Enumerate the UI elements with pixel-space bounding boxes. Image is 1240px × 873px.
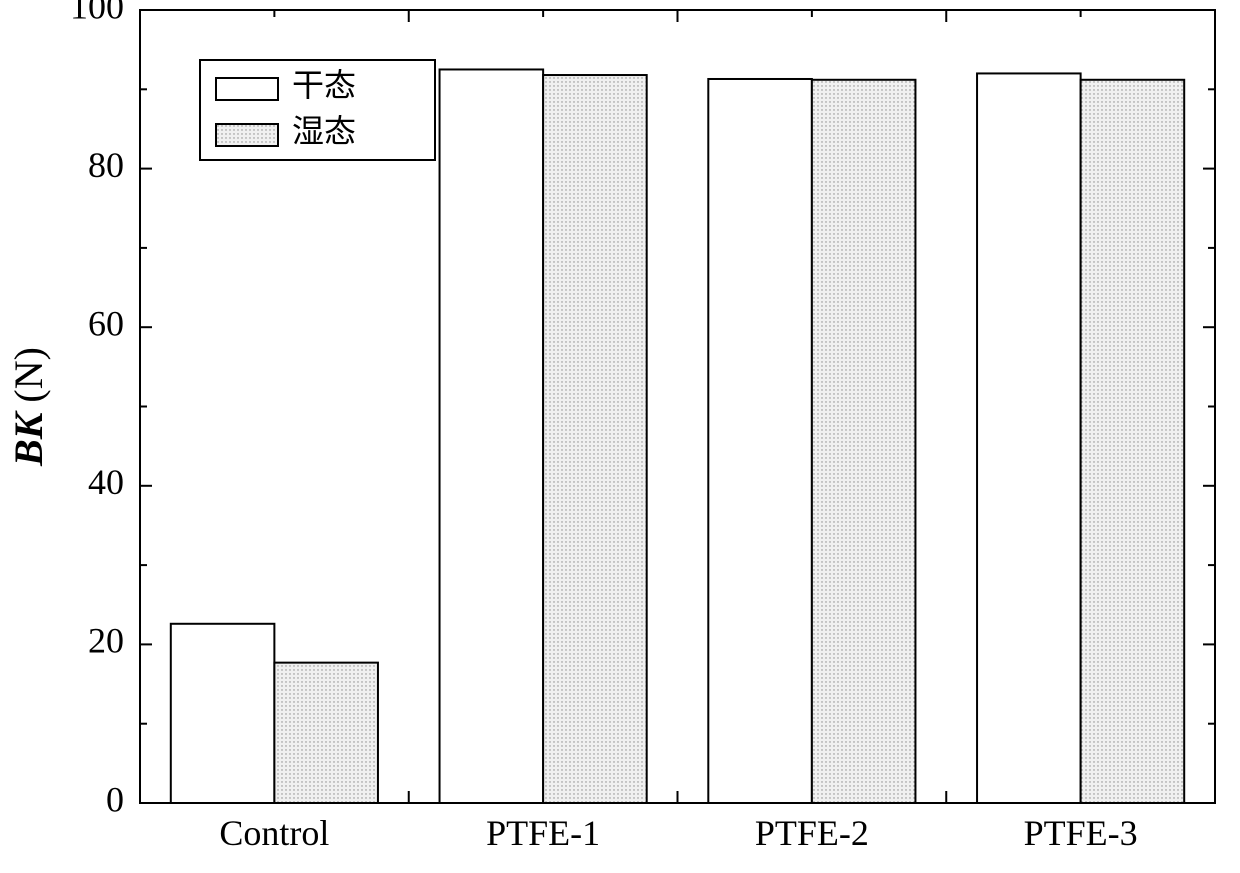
bar [977, 73, 1081, 803]
chart-svg: 0 20 40 60 80 100 BK (N) Control PTFE-1 PTFE-2 PTF… [0, 0, 1240, 873]
bar [708, 79, 812, 803]
x-tick-label: PTFE-2 [755, 813, 869, 853]
legend-label: 湿态 [292, 113, 356, 149]
bar [171, 624, 275, 803]
y-tick-label: 80 [88, 145, 124, 185]
x-tick-label: PTFE-1 [486, 813, 600, 853]
legend-swatch [216, 124, 278, 146]
bar-chart-bk: 0 20 40 60 80 100 BK (N) Control PTFE-1 PTFE-2 PTF… [0, 0, 1240, 873]
x-tick-label: Control [219, 813, 329, 853]
legend-label: 干态 [292, 67, 356, 103]
y-tick-label: 60 [88, 303, 124, 343]
bar [274, 663, 378, 803]
x-tick-label: PTFE-3 [1024, 813, 1138, 853]
bar [543, 75, 647, 803]
y-tick-label: 0 [106, 779, 124, 819]
y-tick-label: 100 [70, 0, 124, 26]
y-tick-label: 40 [88, 462, 124, 502]
bar [440, 69, 544, 803]
legend-swatch [216, 78, 278, 100]
bar [1081, 80, 1185, 803]
y-axis-label: BK (N) [6, 347, 51, 467]
y-tick-label: 20 [88, 621, 124, 661]
bar [812, 80, 916, 803]
